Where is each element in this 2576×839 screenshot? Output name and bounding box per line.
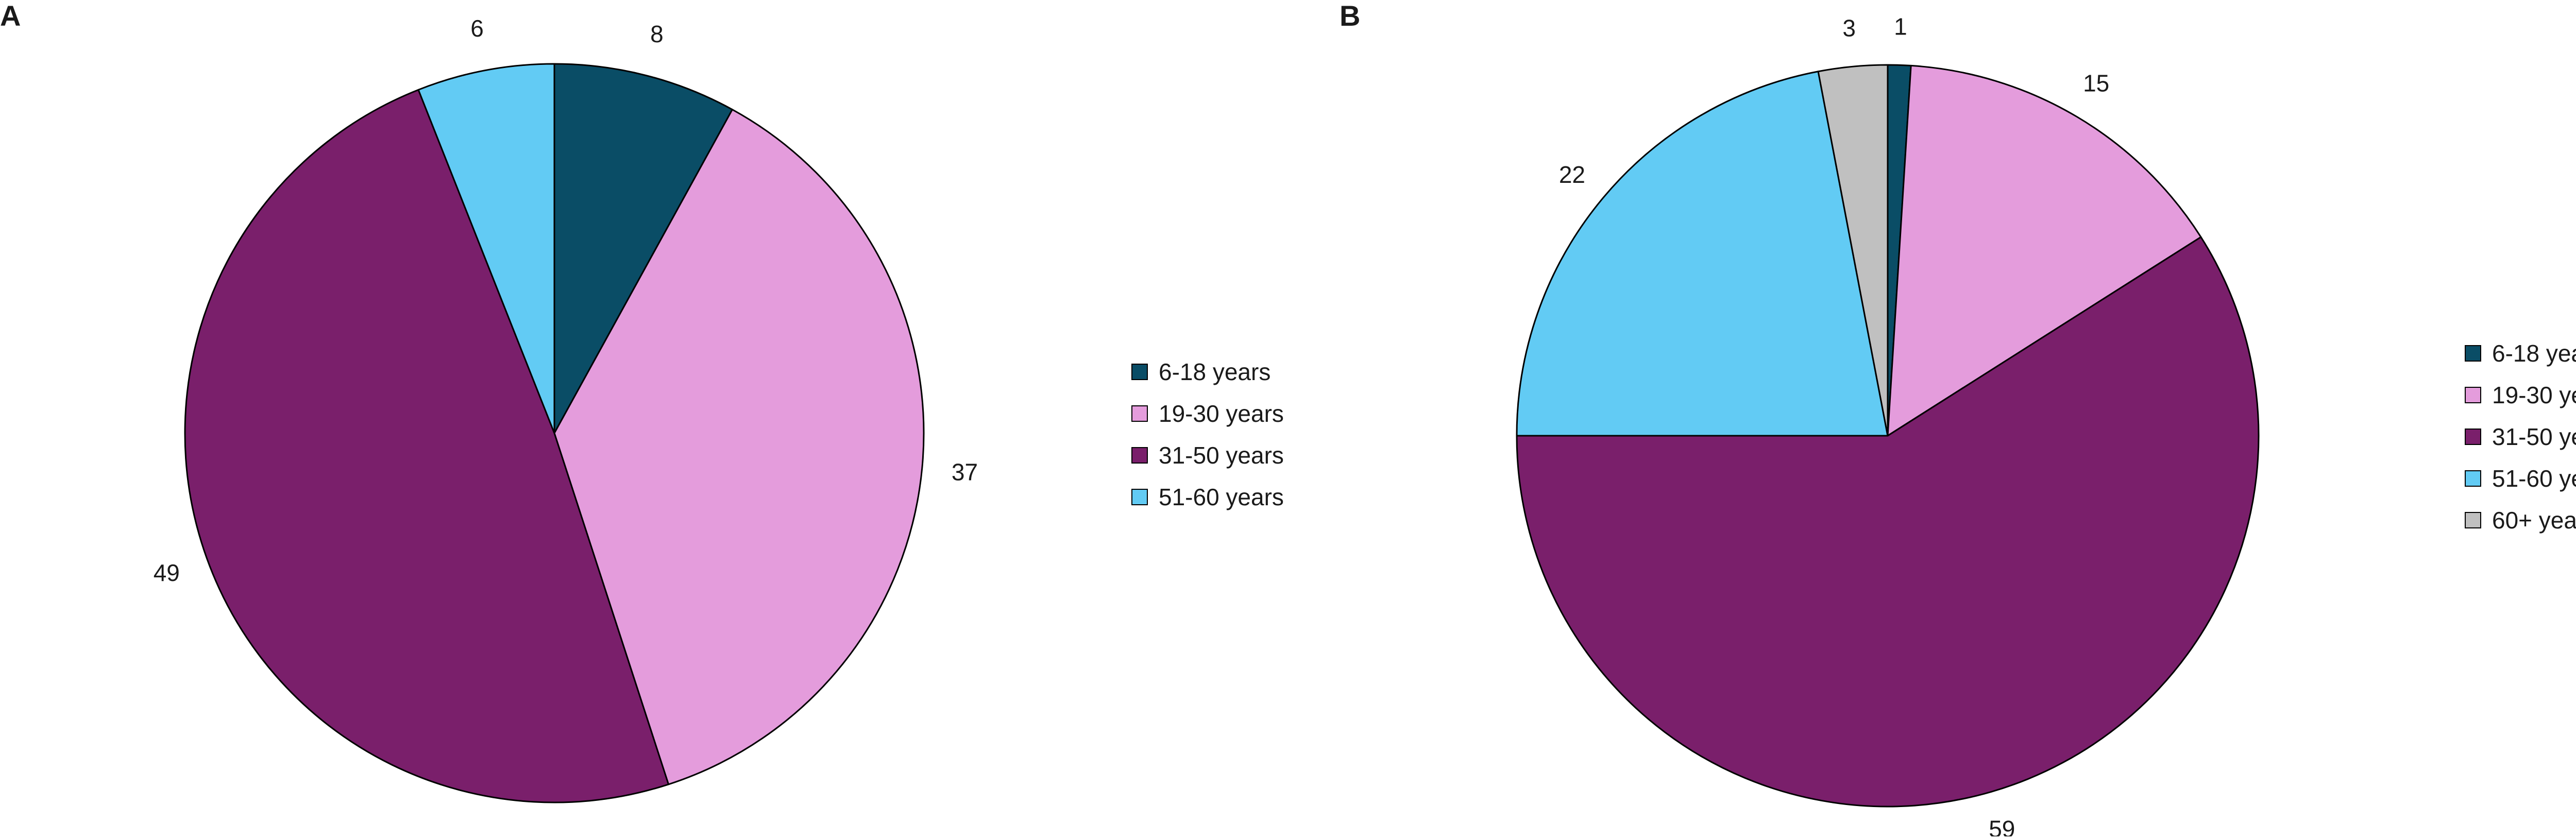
panel-a-slice-19-30-years: [553, 109, 925, 785]
panel-b-slice-51-60-years: [1516, 71, 1889, 437]
panel-a-slices: [184, 63, 925, 803]
panel-b-legend-label-51-60-years: 51-60 years: [2492, 465, 2576, 492]
panel-b-value-label-19-30-years: 15: [2083, 70, 2109, 97]
panel-a-legend-label-31-50-years: 31-50 years: [1159, 442, 1284, 469]
panel-b-legend-label-19-30-years: 19-30 years: [2492, 382, 2576, 408]
panel-b-legend-label-60-years: 60+ years: [2492, 507, 2576, 534]
panel-a-legend-label-51-60-years: 51-60 years: [1159, 484, 1284, 510]
panel-a-letter: A: [0, 0, 21, 32]
panel-a-slice-51-60-years: [417, 63, 555, 434]
panel-b: B 1 15 59 22 3 6-18 years 19-30 years 31-50 ye…: [1340, 0, 2576, 839]
panel-b-legend-swatch-60-years: [2465, 512, 2481, 528]
panel-a-legend-swatch-19-30-years: [1131, 405, 1148, 422]
panel-b-value-label-6-18-years: 1: [1894, 13, 1907, 40]
panel-b-legend-swatch-6-18-years: [2465, 345, 2481, 362]
panel-b-legend-swatch-19-30-years: [2465, 387, 2481, 403]
panel-a-slice-31-50-years: [184, 89, 670, 803]
panel-b-legend-swatch-31-50-years: [2465, 429, 2481, 445]
panel-a-legend-swatch-6-18-years: [1131, 364, 1148, 380]
panel-a-legend-swatch-31-50-years: [1131, 447, 1148, 464]
panel-b-value-label-60-years: 3: [1842, 15, 1856, 42]
panel-b-value-label-51-60-years: 22: [1559, 161, 1585, 188]
panel-a-legend-label-19-30-years: 19-30 years: [1159, 400, 1284, 427]
panel-a-legend: 6-18 years 19-30 years 31-50 years 51-60 ye…: [1131, 358, 1284, 510]
panel-b-value-label-31-50-years: 59: [1989, 815, 2015, 836]
panel-b-legend-label-6-18-years: 6-18 years: [2492, 340, 2576, 367]
panel-a-value-label-51-60-years: 6: [470, 15, 484, 42]
panel-b-slices: [1516, 64, 2260, 808]
panel-b-legend: 6-18 years 19-30 years 31-50 years 51-60 ye…: [2465, 340, 2576, 534]
panel-b-slice-60-years: [1817, 64, 1889, 437]
panel-b-labels: 1 15 59 22 3: [1559, 13, 2109, 839]
panel-a-labels: 8 37 49 6: [154, 15, 978, 586]
panel-a-value-label-31-50-years: 49: [154, 559, 180, 586]
panel-a-legend-label-6-18-years: 6-18 years: [1159, 358, 1270, 385]
panel-b-slice-19-30-years: [1887, 64, 2202, 437]
panel-a-legend-swatch-51-60-years: [1131, 489, 1148, 505]
panel-b-legend-swatch-51-60-years: [2465, 470, 2481, 487]
panel-a-value-label-6-18-years: 8: [650, 21, 664, 47]
panel-a: A 8 37 49 6 6-18 years 19-30 years 31-50 year…: [0, 0, 1284, 803]
panel-b-letter: B: [1340, 0, 1360, 32]
panel-a-value-label-19-30-years: 37: [952, 458, 978, 485]
panel-b-slice-31-50-years: [1516, 236, 2260, 808]
panel-b-legend-label-31-50-years: 31-50 years: [2492, 423, 2576, 450]
panel-a-slice-6-18-years: [553, 63, 733, 434]
